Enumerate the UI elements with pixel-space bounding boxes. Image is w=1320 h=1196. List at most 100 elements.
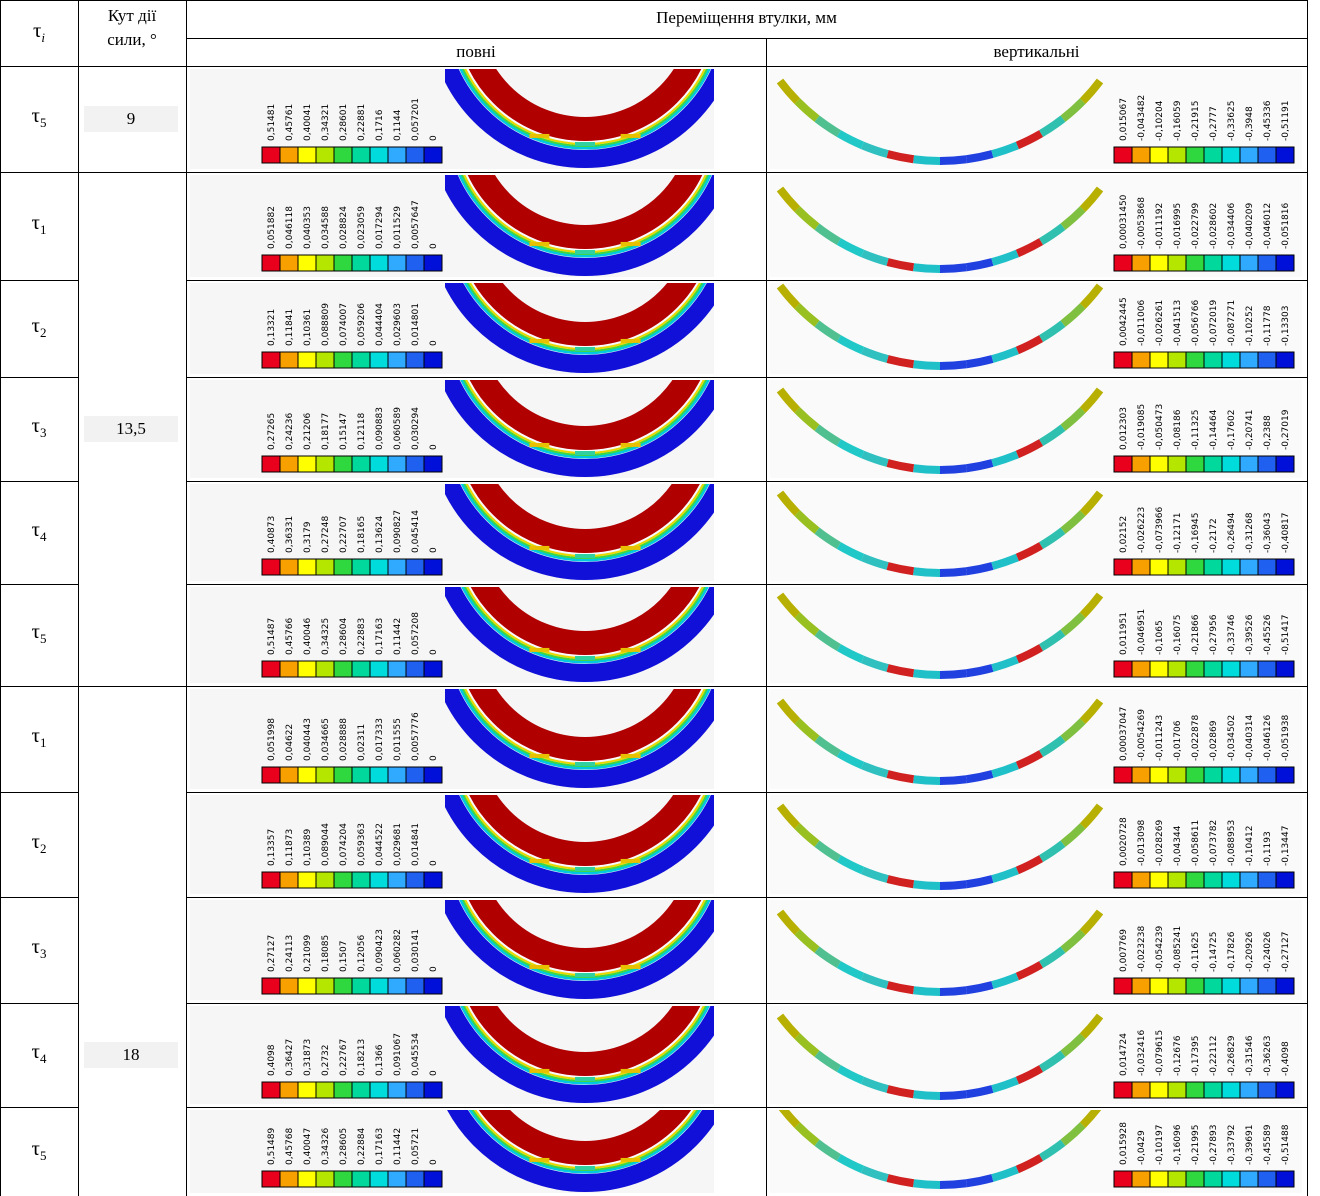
ring-spot bbox=[529, 546, 549, 550]
arc-segment bbox=[1017, 242, 1041, 254]
legend-label: 0,1507 bbox=[339, 941, 349, 973]
legend-swatch bbox=[1276, 661, 1294, 677]
legend-label: 0,040443 bbox=[303, 718, 313, 761]
legend-label: 0,059363 bbox=[357, 823, 367, 866]
bushing-ring bbox=[437, 283, 714, 364]
legend-swatch bbox=[406, 1171, 424, 1187]
legend-swatch bbox=[280, 872, 298, 888]
border-line bbox=[186, 280, 1307, 281]
legend-swatch bbox=[1114, 147, 1132, 163]
legend-label: 0,02311 bbox=[357, 724, 367, 761]
legend-label: -0,10412 bbox=[1245, 826, 1255, 866]
legend-swatch bbox=[388, 767, 406, 783]
ring-spot bbox=[529, 134, 549, 138]
border-line bbox=[186, 481, 1307, 482]
arc-segment bbox=[992, 350, 1017, 359]
legend-swatch bbox=[1240, 559, 1258, 575]
legend-swatch bbox=[406, 255, 424, 271]
legend-swatch bbox=[1222, 978, 1240, 994]
legend-swatch bbox=[1186, 456, 1204, 472]
border-line bbox=[78, 0, 79, 1196]
arc-segment bbox=[940, 673, 966, 675]
legend-label: 0,22881 bbox=[357, 104, 367, 141]
legend-swatch bbox=[280, 352, 298, 368]
border-line bbox=[0, 0, 1, 1196]
header-angle: сили, ° bbox=[78, 30, 186, 50]
legend-label: -0,21915 bbox=[1191, 101, 1201, 141]
legend-label: 0,0057647 bbox=[411, 200, 421, 249]
legend-label: -0,01706 bbox=[1173, 720, 1183, 761]
full-displacement-plot: 0,408730,363310,31790,272480,227070,1816… bbox=[190, 484, 714, 581]
legend-label: -0,019085 bbox=[1137, 404, 1147, 450]
legend-swatch bbox=[1150, 1171, 1168, 1187]
angle-value: 9 bbox=[84, 106, 178, 132]
ring-spot bbox=[575, 867, 595, 871]
border-line bbox=[186, 1107, 1307, 1108]
row-label: τ5 bbox=[0, 1138, 78, 1166]
legend-swatch bbox=[370, 255, 388, 271]
legend-label: 0,40041 bbox=[303, 104, 313, 141]
legend-swatch bbox=[280, 255, 298, 271]
legend-label: -0,36263 bbox=[1263, 1036, 1273, 1076]
legend-label: -0,085241 bbox=[1173, 926, 1183, 972]
legend-label: 0,34321 bbox=[321, 104, 331, 141]
legend-label: -0,21995 bbox=[1191, 1125, 1201, 1165]
legend-swatch bbox=[262, 147, 280, 163]
legend-label: -0,046012 bbox=[1263, 203, 1273, 249]
legend-label: -0,11325 bbox=[1191, 410, 1201, 450]
legend-swatch bbox=[406, 1082, 424, 1098]
legend-label: 0,34326 bbox=[321, 1128, 331, 1165]
border-line bbox=[766, 38, 767, 1196]
legend-label: -0,046951 bbox=[1137, 609, 1147, 655]
legend-label: 0,3179 bbox=[303, 521, 313, 553]
arc-segment bbox=[780, 912, 797, 932]
legend-swatch bbox=[352, 661, 370, 677]
legend-swatch bbox=[424, 456, 442, 472]
legend-swatch bbox=[334, 255, 352, 271]
tau-symbol: τ bbox=[32, 210, 40, 234]
arc-segment bbox=[1083, 1110, 1100, 1125]
legend-label: 0,044404 bbox=[375, 303, 385, 346]
arc-segment bbox=[914, 884, 940, 886]
legend-label: 0,015067 bbox=[1119, 98, 1129, 141]
arc-segment bbox=[940, 267, 966, 269]
arc-segment bbox=[797, 1036, 817, 1054]
legend-swatch bbox=[334, 456, 352, 472]
legend-swatch bbox=[424, 352, 442, 368]
vertical-displacement-plot: 0,011951-0,046951-0,1065-0,16075-0,21866… bbox=[770, 587, 1302, 683]
legend-swatch bbox=[1222, 872, 1240, 888]
bushing-ring bbox=[437, 69, 714, 159]
legend-swatch bbox=[1114, 1171, 1132, 1187]
arc-segment bbox=[863, 253, 888, 262]
full-displacement-plot: 0,40980,364270,318730,27320,227670,18213… bbox=[190, 1006, 714, 1104]
legend-label: -0,40817 bbox=[1281, 513, 1291, 553]
arc-segment bbox=[839, 965, 863, 977]
arc-segment bbox=[1017, 546, 1041, 558]
legend-swatch bbox=[316, 1082, 334, 1098]
legend-swatch bbox=[1186, 1171, 1204, 1187]
arc-segment bbox=[797, 721, 817, 739]
legend-swatch bbox=[298, 661, 316, 677]
arc-segment bbox=[797, 932, 817, 950]
legend-label: 0,21099 bbox=[303, 935, 313, 972]
legend-swatch bbox=[1168, 255, 1186, 271]
legend-label: 0,36331 bbox=[285, 516, 295, 553]
ring-spot bbox=[621, 339, 641, 343]
arc-segment bbox=[1041, 428, 1063, 443]
legend-swatch bbox=[298, 147, 316, 163]
legend-label: 0,36427 bbox=[285, 1039, 295, 1076]
legend-swatch bbox=[1222, 352, 1240, 368]
arc-segment bbox=[1017, 648, 1041, 660]
legend-label: -0,22112 bbox=[1209, 1036, 1219, 1076]
arc-segment bbox=[839, 648, 863, 660]
legend-swatch bbox=[388, 661, 406, 677]
arc-segment bbox=[966, 668, 992, 673]
arc-segment bbox=[914, 159, 940, 161]
arc-segment bbox=[1083, 595, 1100, 615]
arc-segment bbox=[1017, 965, 1041, 977]
legend-swatch bbox=[1150, 661, 1168, 677]
legend-swatch bbox=[298, 456, 316, 472]
legend-label: -0,13447 bbox=[1281, 826, 1291, 866]
legend-swatch bbox=[1258, 661, 1276, 677]
arc-segment bbox=[863, 976, 888, 985]
